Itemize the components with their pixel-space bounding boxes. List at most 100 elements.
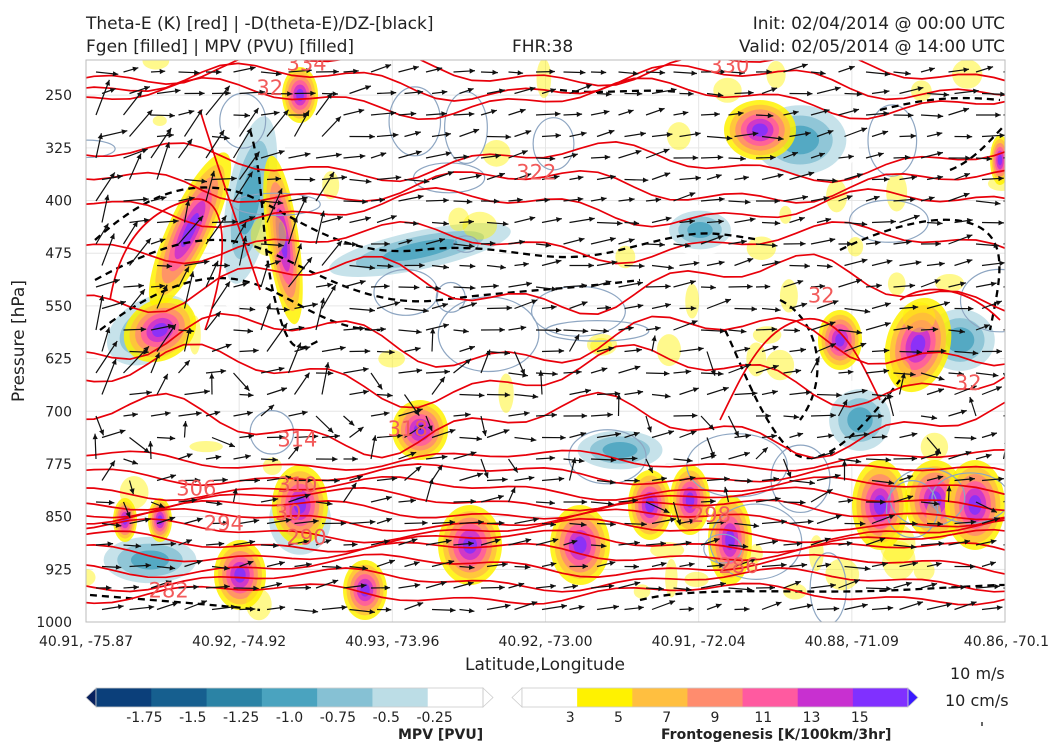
forecast-hour: FHR:38 bbox=[512, 37, 574, 57]
wind-vector-head bbox=[853, 579, 860, 585]
wind-vector-head bbox=[104, 194, 110, 201]
wind-vector-head bbox=[369, 519, 376, 525]
wind-vector-head bbox=[111, 358, 117, 365]
wind-vector-head bbox=[966, 259, 973, 264]
theta-e-label: 294 bbox=[204, 512, 244, 536]
mpv-tick-label: -1.5 bbox=[179, 710, 206, 726]
wind-vector-head bbox=[492, 69, 498, 75]
dtheta-dz-contour bbox=[879, 96, 1001, 112]
wind-vector-head bbox=[873, 195, 880, 201]
wind-vector-head bbox=[551, 286, 558, 292]
wind-vector-head bbox=[658, 586, 664, 592]
wind-vector-head bbox=[582, 563, 588, 569]
wind-vector-head bbox=[963, 107, 969, 113]
wind-vector-head bbox=[998, 220, 1004, 226]
theta-e-contour bbox=[899, 288, 1001, 321]
wind-vector-head bbox=[829, 237, 836, 243]
colorbar-segment bbox=[96, 688, 152, 707]
wind-vector-head bbox=[571, 457, 577, 464]
fgen-colorbar: 3 5 7 9 11 13 15 bbox=[511, 687, 919, 726]
wind-vector bbox=[1010, 524, 1033, 526]
wind-vector-head bbox=[423, 307, 429, 314]
wind-vector-head bbox=[764, 284, 771, 290]
wind-vector-head bbox=[359, 325, 365, 332]
wind-vector-head bbox=[502, 221, 509, 227]
wind-vector-head bbox=[170, 541, 177, 547]
wind-vector-head bbox=[365, 178, 372, 184]
wind-vector-head bbox=[214, 410, 221, 416]
wind-vector-head bbox=[306, 68, 312, 74]
wind-vector-head bbox=[360, 583, 367, 589]
wind-vector-head bbox=[106, 585, 112, 591]
wind-vector-head bbox=[801, 562, 808, 568]
wind-vector-head bbox=[890, 219, 896, 225]
wind-vector-head bbox=[905, 70, 911, 76]
wind-vector-head bbox=[717, 235, 724, 241]
wind-vector-head bbox=[169, 516, 176, 522]
wind-vector-head bbox=[225, 343, 232, 349]
theta-e-label: 310 bbox=[277, 473, 317, 497]
wind-vector-head bbox=[512, 466, 518, 473]
wind-vector-head bbox=[794, 327, 800, 333]
wind-vector-head bbox=[503, 429, 510, 434]
wind-vector-head bbox=[633, 220, 640, 226]
wind-vector-head bbox=[146, 390, 152, 396]
wind-vector-head bbox=[253, 107, 259, 114]
wind-vector-head bbox=[320, 297, 326, 304]
wind-vector-head bbox=[195, 411, 202, 417]
mpv-outline bbox=[86, 139, 116, 159]
dtheta-dz-contour bbox=[949, 124, 1005, 172]
mpv-tick-label: -1.25 bbox=[223, 710, 259, 726]
wind-vector-head bbox=[909, 283, 916, 289]
wind-vector-head bbox=[463, 328, 469, 334]
wind-vector-head bbox=[357, 427, 364, 433]
wind-vector-head bbox=[313, 518, 319, 524]
wind-vector-head bbox=[634, 478, 640, 484]
wind-vector-head bbox=[538, 370, 544, 376]
wind-vector-head bbox=[935, 241, 941, 247]
wind-vector-head bbox=[441, 89, 448, 95]
wind-vector-head bbox=[938, 375, 945, 381]
wind-vector-head bbox=[970, 563, 976, 570]
fgen-speck bbox=[152, 115, 167, 126]
wind-vector-head bbox=[983, 324, 990, 330]
wind-vector-head bbox=[387, 392, 393, 398]
wind-vector-head bbox=[441, 111, 447, 117]
wind-vector-head bbox=[411, 538, 418, 544]
wind-vector-head bbox=[510, 487, 516, 494]
wind-vector-head bbox=[306, 257, 312, 264]
wind-vector-head bbox=[467, 87, 474, 93]
theta-e-contour bbox=[86, 553, 1005, 579]
wind-vector-head bbox=[774, 198, 780, 204]
wind-vector-head bbox=[574, 334, 580, 341]
mpv-outline bbox=[568, 429, 647, 485]
wind-vector-head bbox=[173, 218, 179, 224]
wind-vector-head bbox=[670, 517, 676, 523]
wind-vector bbox=[129, 109, 153, 137]
wind-vector-head bbox=[827, 130, 834, 135]
colorbar-segment bbox=[577, 688, 633, 707]
mpv-outline bbox=[889, 467, 966, 528]
fgen-speck bbox=[713, 77, 742, 103]
wind-vector-head bbox=[617, 220, 623, 226]
wind-vector-head bbox=[641, 521, 647, 527]
fgen-speck bbox=[250, 214, 287, 257]
theta-e-contour bbox=[86, 343, 1005, 409]
fgen-blob bbox=[573, 536, 587, 554]
y-tick-label: 250 bbox=[45, 88, 72, 104]
wind-vector bbox=[315, 171, 335, 202]
wind-vector-head bbox=[359, 279, 366, 285]
wind-vector-head bbox=[946, 602, 952, 608]
wind-vector-head bbox=[390, 90, 397, 96]
wind-vector-head bbox=[369, 265, 376, 271]
fgen-tick-label: 3 bbox=[566, 710, 575, 726]
wind-vector-head bbox=[688, 91, 694, 97]
wind-vector-head bbox=[352, 542, 358, 548]
theta-e-contours bbox=[86, 60, 1005, 606]
wind-vector-head bbox=[246, 128, 252, 134]
wind-vector-head bbox=[165, 142, 170, 149]
fgen-speck bbox=[119, 475, 149, 509]
wind-vector-head bbox=[470, 451, 477, 457]
wind-vector-head bbox=[499, 88, 505, 94]
fgen-speck bbox=[913, 560, 935, 581]
